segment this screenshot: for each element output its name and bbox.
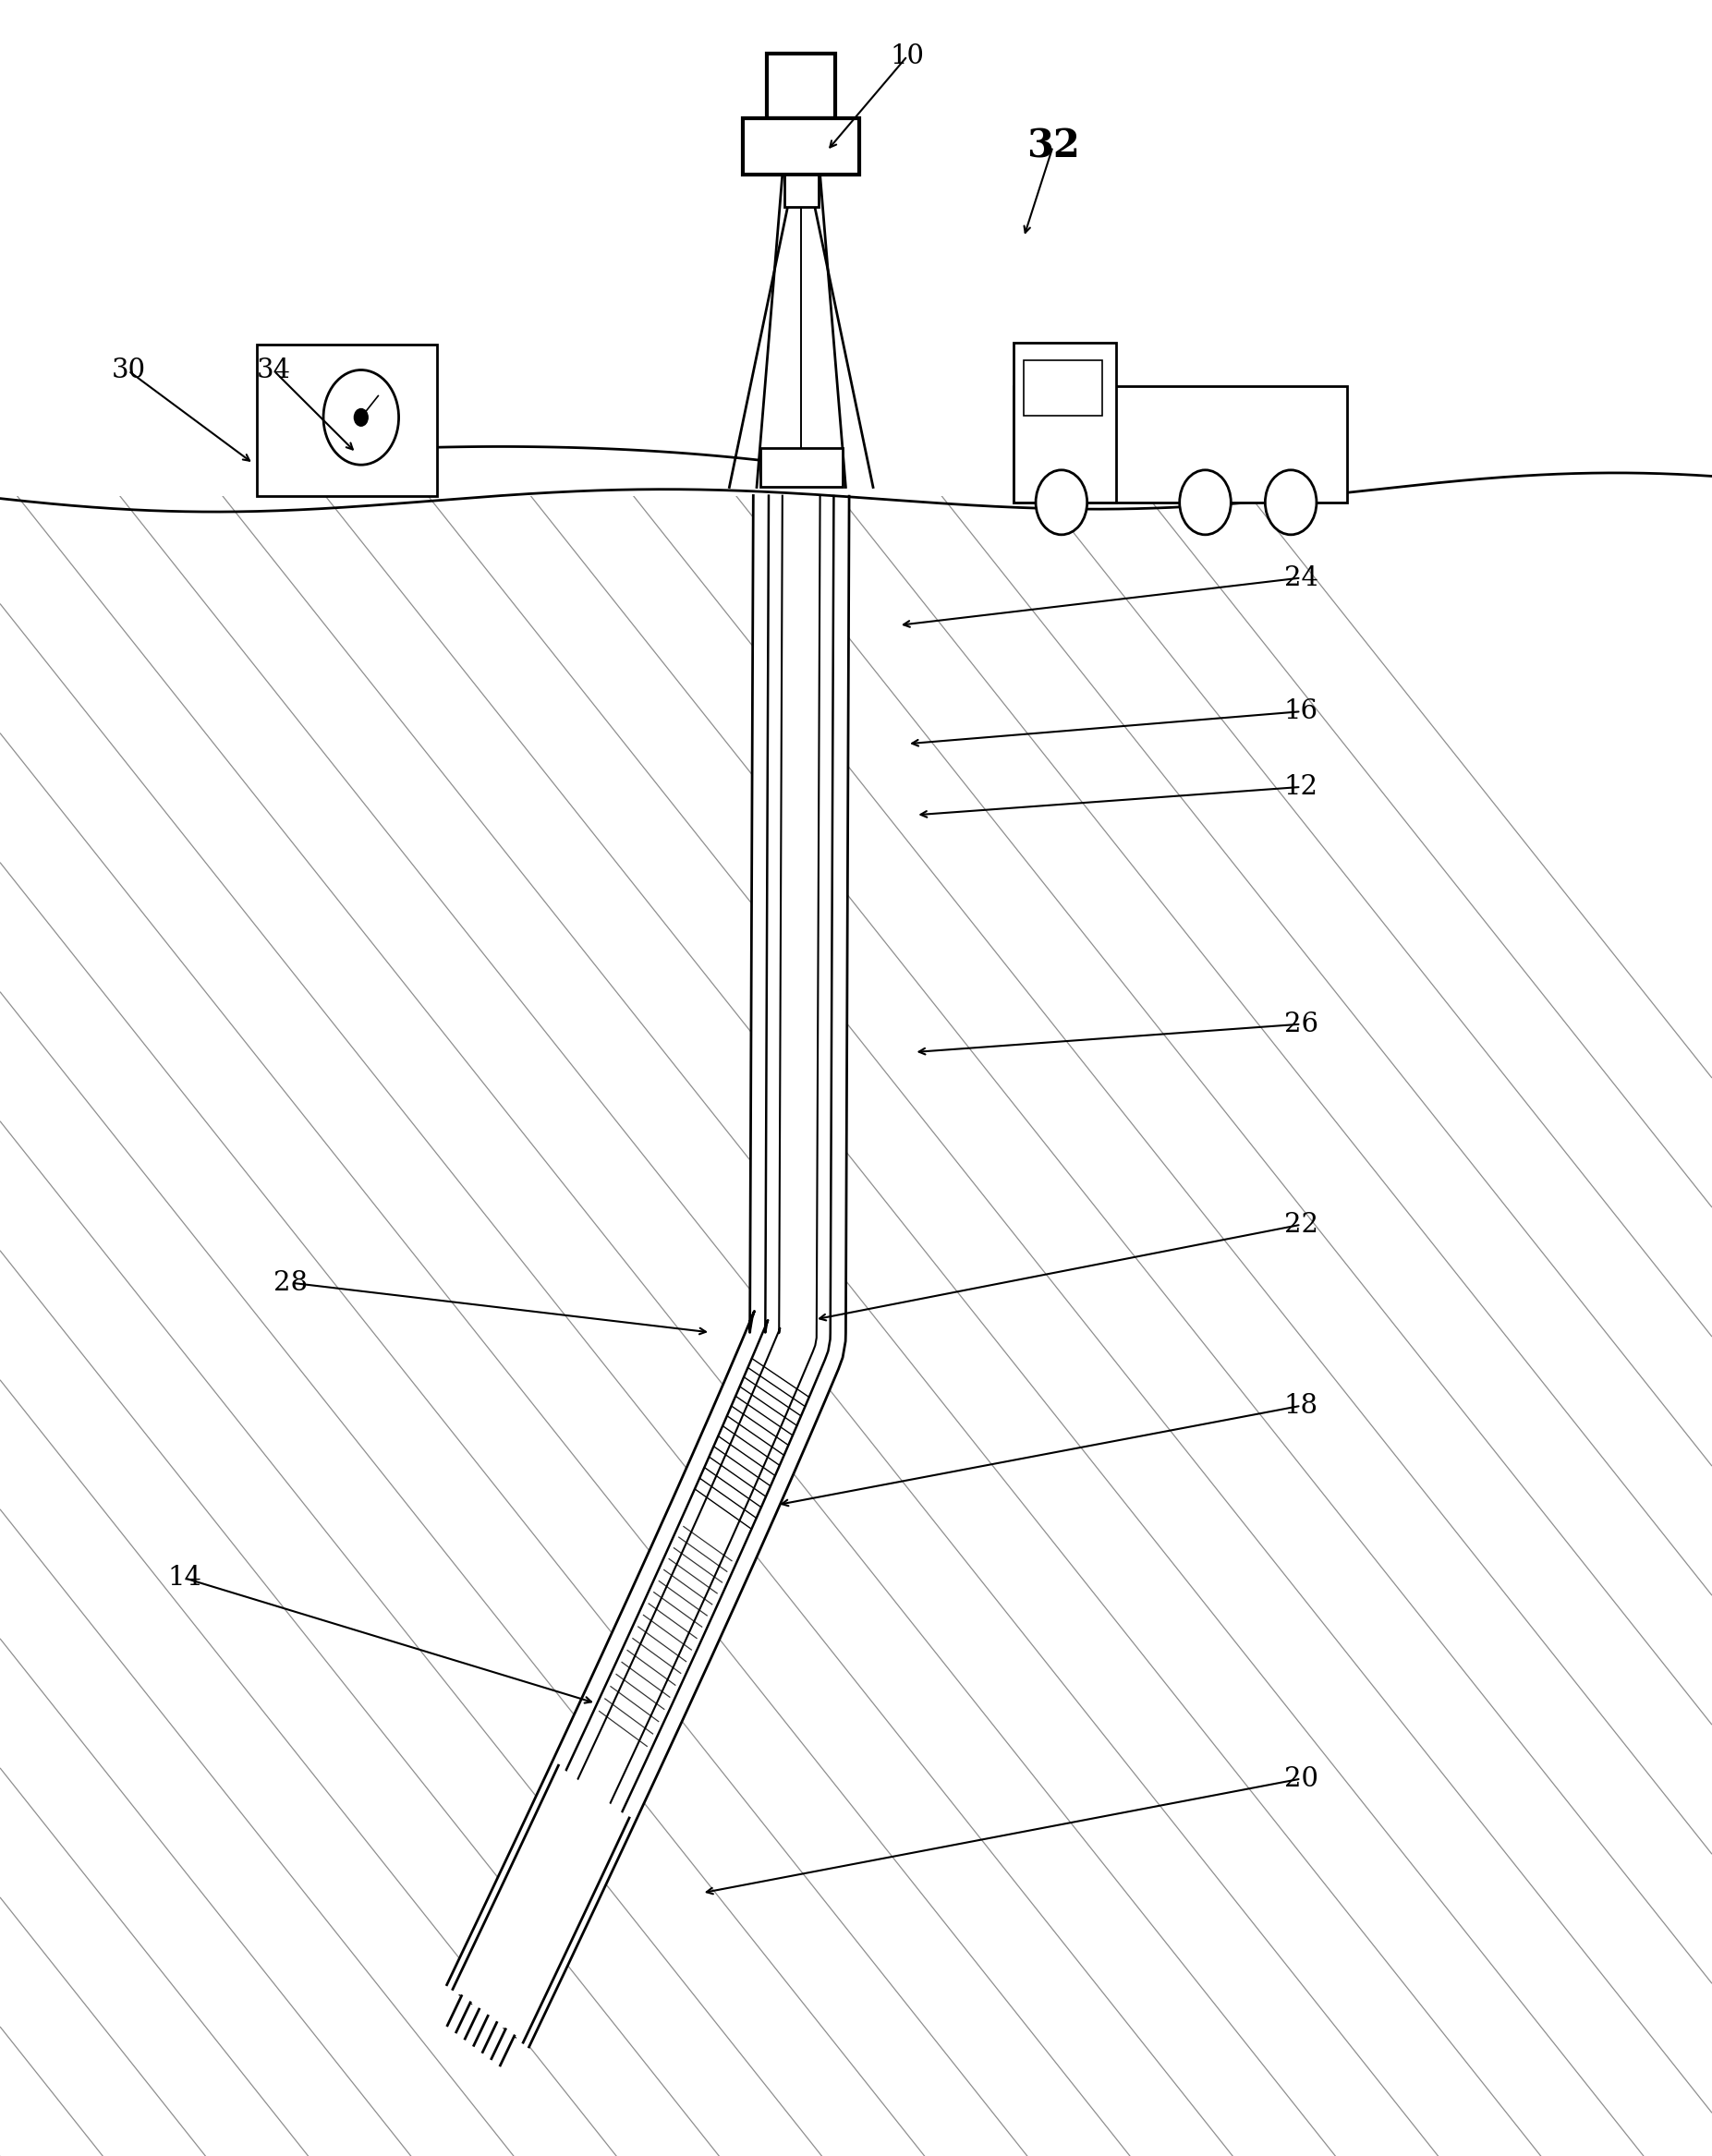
Text: 14: 14	[168, 1565, 202, 1591]
Text: 20: 20	[1284, 1766, 1318, 1792]
Circle shape	[324, 371, 399, 466]
Bar	[743, 119, 859, 175]
Bar	[1024, 360, 1103, 416]
Text: 18: 18	[1284, 1393, 1318, 1419]
Text: 28: 28	[274, 1270, 308, 1296]
Bar	[257, 345, 437, 496]
Text: 10: 10	[890, 43, 924, 69]
Text: 32: 32	[1025, 127, 1080, 166]
Text: 30: 30	[111, 358, 146, 384]
Text: 12: 12	[1284, 774, 1318, 800]
Bar	[767, 54, 835, 119]
Circle shape	[1265, 470, 1317, 535]
Polygon shape	[447, 496, 849, 2046]
Circle shape	[1180, 470, 1231, 535]
Text: 34: 34	[257, 358, 291, 384]
Text: 22: 22	[1284, 1212, 1318, 1238]
Text: 16: 16	[1284, 699, 1318, 724]
Text: 26: 26	[1284, 1011, 1318, 1037]
Bar	[1014, 386, 1347, 502]
Circle shape	[1036, 470, 1087, 535]
Polygon shape	[452, 1766, 630, 2042]
Circle shape	[354, 410, 368, 427]
Bar	[1014, 343, 1116, 502]
Text: 24: 24	[1284, 565, 1318, 591]
Bar	[760, 448, 842, 487]
Bar	[784, 175, 818, 207]
Bar	[0, 0, 1712, 496]
